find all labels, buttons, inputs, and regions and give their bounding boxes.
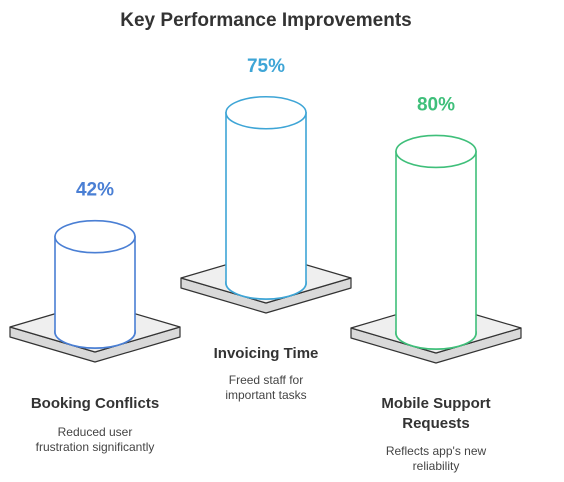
category-label: Invoicing Time bbox=[214, 345, 319, 362]
cylinder-top bbox=[395, 134, 477, 169]
description: important tasks bbox=[225, 388, 306, 402]
description: frustration significantly bbox=[36, 440, 155, 454]
description: reliability bbox=[413, 459, 460, 473]
cylinder bbox=[395, 150, 477, 350]
cylinder-top bbox=[225, 95, 307, 130]
description: Reduced user bbox=[58, 425, 133, 439]
category-label: Requests bbox=[402, 415, 470, 432]
description: Freed staff for bbox=[229, 373, 303, 387]
cylinder-top bbox=[54, 219, 136, 254]
category-label: Mobile Support bbox=[381, 395, 490, 412]
value-label: 75% bbox=[247, 56, 285, 77]
description: Reflects app's new bbox=[386, 444, 487, 458]
chart-title: Key Performance Improvements bbox=[120, 10, 411, 31]
cylinder bbox=[54, 235, 136, 349]
value-label: 42% bbox=[76, 180, 114, 201]
value-label: 80% bbox=[417, 94, 455, 115]
cylinder bbox=[225, 111, 307, 300]
category-label: Booking Conflicts bbox=[31, 395, 159, 412]
